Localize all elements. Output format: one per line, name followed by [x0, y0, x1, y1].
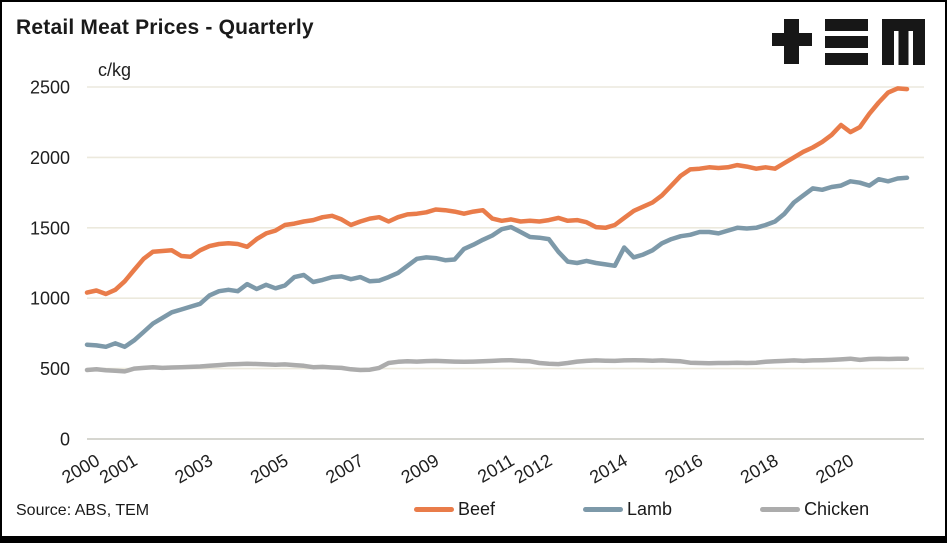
x-tick-label: 2007	[322, 450, 367, 487]
x-tick-label: 2000	[58, 450, 103, 487]
source-note: Source: ABS, TEM	[16, 502, 150, 519]
page-title: Retail Meat Prices - Quarterly	[16, 16, 314, 39]
y-tick-label: 500	[40, 359, 70, 379]
chart-footer: Source: ABS, TEM Beef Lamb Chicken	[2, 499, 945, 527]
legend-label-beef: Beef	[458, 499, 496, 519]
x-tick-label: 2020	[812, 450, 857, 487]
x-tick-label: 2005	[247, 450, 292, 487]
legend-item-lamb: Lamb	[583, 499, 672, 520]
lamb-line-swatch	[583, 507, 624, 512]
x-tick-label: 2009	[398, 450, 443, 487]
y-tick-label: 2500	[30, 78, 70, 98]
series-line-beef	[84, 86, 910, 297]
y-tick-label: 1500	[30, 218, 70, 238]
x-tick-label: 2001	[96, 450, 141, 487]
logo-m	[882, 19, 925, 65]
x-tick-label: 2012	[511, 450, 556, 487]
x-tick-label: 2018	[737, 450, 782, 487]
logo-bar-top	[825, 19, 868, 31]
logo-bar-bottom	[825, 53, 868, 65]
x-tick-label: 2003	[171, 450, 216, 487]
y-tick-label: 0	[60, 430, 70, 450]
tem-logo	[772, 19, 925, 65]
series-line-lamb	[84, 175, 910, 350]
legend: Beef Lamb Chicken	[414, 499, 869, 520]
legend-item-beef: Beef	[414, 499, 495, 520]
y-axis-unit-label: c/kg	[98, 60, 132, 80]
logo-plus-horizontal	[772, 33, 812, 46]
x-tick-label: 2011	[474, 450, 518, 487]
legend-item-chicken: Chicken	[760, 499, 869, 520]
series-line-chicken	[84, 356, 910, 374]
beef-line-swatch	[414, 507, 454, 512]
x-tick-label: 2014	[586, 450, 631, 487]
logo-bar-middle	[825, 36, 868, 48]
legend-label-chicken: Chicken	[804, 499, 870, 519]
legend-label-lamb: Lamb	[627, 499, 673, 519]
chicken-line-swatch	[760, 507, 801, 512]
y-tick-label: 1000	[30, 289, 70, 309]
x-tick-label: 2016	[662, 450, 707, 487]
y-tick-label: 2000	[30, 148, 70, 168]
